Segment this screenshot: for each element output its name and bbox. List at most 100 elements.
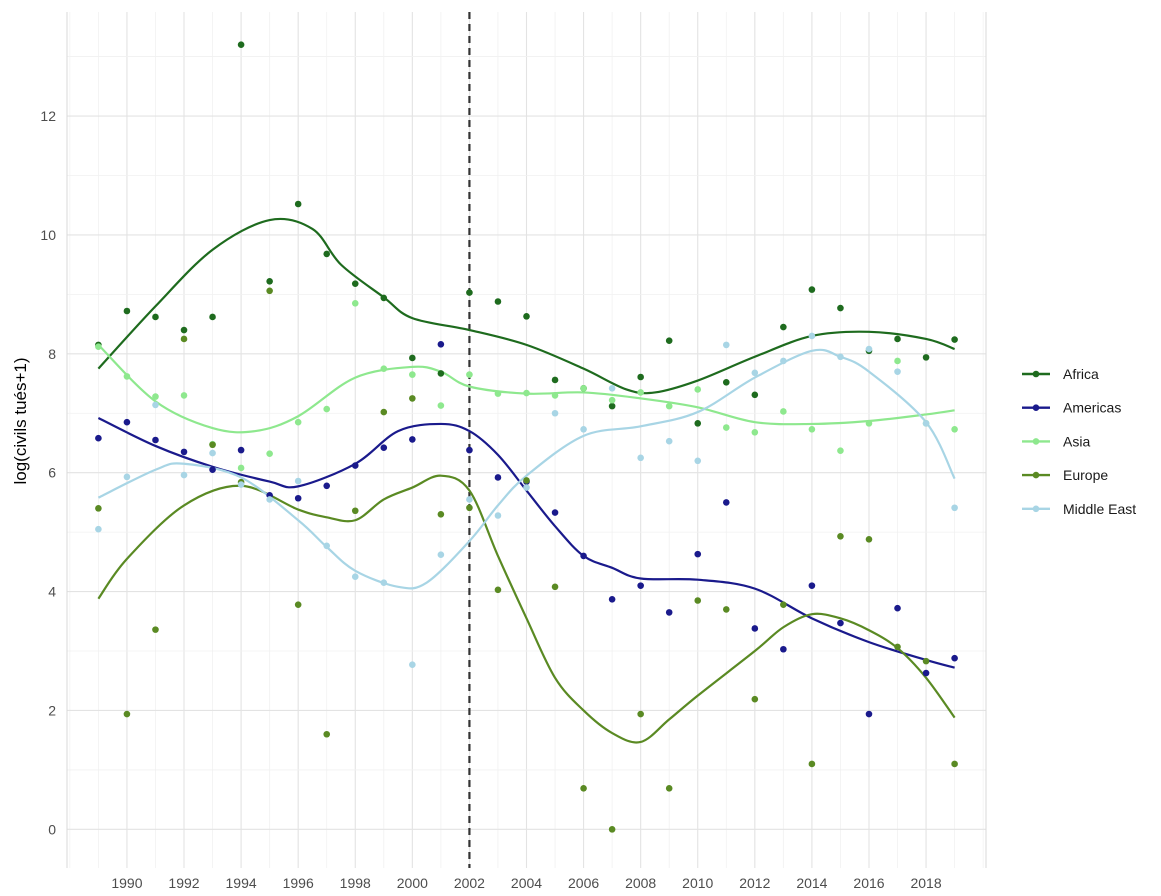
point-asia <box>152 393 159 400</box>
point-americas <box>351 462 359 469</box>
point-americas <box>323 482 331 490</box>
point-europe <box>780 601 787 608</box>
point-americas <box>123 418 131 426</box>
point-middle-east <box>466 496 473 503</box>
x-tick-label: 2014 <box>796 875 827 891</box>
legend-label: Asia <box>1063 433 1090 449</box>
point-asia <box>180 392 188 399</box>
point-americas <box>466 446 473 454</box>
point-americas <box>722 499 730 506</box>
point-africa <box>608 402 616 410</box>
point-americas <box>180 448 188 456</box>
x-tick-label: 1998 <box>340 875 371 891</box>
axis-ticks: 1990 1992 1994 1996 1998 2000 2002 2004 2006 2008… <box>40 108 941 891</box>
point-middle-east <box>123 473 131 481</box>
point-europe <box>694 597 702 604</box>
x-tick-label: 1992 <box>168 875 199 891</box>
y-tick-label: 2 <box>48 702 56 718</box>
point-middle-east <box>95 525 102 533</box>
point-africa <box>951 336 958 343</box>
point-africa <box>665 337 673 345</box>
point-europe <box>152 626 159 633</box>
point-europe <box>922 657 930 665</box>
point-middle-east <box>722 341 730 349</box>
point-africa <box>152 313 159 321</box>
point-middle-east <box>294 477 302 485</box>
x-tick-label: 2006 <box>568 875 599 891</box>
point-middle-east <box>608 384 616 392</box>
point-africa <box>380 294 388 302</box>
data-points <box>95 41 958 833</box>
y-tick-label: 8 <box>48 346 56 362</box>
point-americas <box>951 654 958 662</box>
point-europe <box>380 408 388 416</box>
point-africa <box>351 280 359 287</box>
x-tick-label: 2008 <box>625 875 656 891</box>
point-africa <box>780 323 787 331</box>
point-americas <box>665 609 673 616</box>
x-tick-label: 2004 <box>511 875 542 891</box>
point-middle-east <box>323 542 331 550</box>
point-africa <box>437 370 445 377</box>
point-americas <box>409 436 416 443</box>
point-americas <box>865 710 873 718</box>
point-middle-east <box>694 457 702 465</box>
point-europe <box>180 335 188 343</box>
point-africa <box>266 277 273 285</box>
point-africa <box>551 376 559 384</box>
x-tick-label: 2016 <box>853 875 884 891</box>
point-americas <box>894 604 901 612</box>
point-middle-east <box>523 484 530 491</box>
y-tick-label: 12 <box>40 108 56 124</box>
point-europe <box>437 511 445 518</box>
point-africa <box>237 41 245 48</box>
point-middle-east <box>494 512 502 519</box>
point-middle-east <box>751 369 759 377</box>
point-asia <box>722 424 730 431</box>
point-africa <box>180 326 188 334</box>
point-middle-east <box>780 357 787 365</box>
x-tick-label: 2012 <box>739 875 770 891</box>
point-middle-east <box>266 496 273 503</box>
point-middle-east <box>180 471 188 479</box>
legend-key-point <box>1032 404 1040 412</box>
point-middle-east <box>951 504 958 512</box>
point-americas <box>95 434 102 442</box>
point-africa <box>323 250 331 258</box>
point-asia <box>123 373 131 380</box>
x-tick-label: 2002 <box>454 875 485 891</box>
legend: Africa Americas Asia Europe Middle East <box>1022 366 1136 517</box>
point-asia <box>523 389 530 397</box>
point-americas <box>580 552 587 560</box>
x-tick-label: 1994 <box>226 875 257 891</box>
smooth-line-middle-east <box>97 348 956 590</box>
point-africa <box>922 354 930 361</box>
point-americas <box>494 474 502 481</box>
y-tick-label: 6 <box>48 465 56 481</box>
point-americas <box>237 446 245 454</box>
legend-item-middle-east: Middle East <box>1022 501 1136 517</box>
point-europe <box>351 507 359 515</box>
legend-label: Europe <box>1063 467 1108 483</box>
point-asia <box>951 426 958 433</box>
point-asia <box>865 420 873 427</box>
x-tick-label: 1996 <box>283 875 314 891</box>
point-asia <box>551 392 559 399</box>
point-africa <box>523 313 530 320</box>
point-africa <box>294 200 302 208</box>
point-europe <box>865 535 873 543</box>
point-europe <box>951 760 958 768</box>
point-africa <box>694 420 702 427</box>
point-middle-east <box>437 551 445 559</box>
x-tick-label: 2000 <box>397 875 428 891</box>
y-axis-title: log(civils tués+1) <box>11 357 30 484</box>
point-europe <box>323 730 331 738</box>
x-tick-label: 1990 <box>111 875 142 891</box>
point-europe <box>523 477 530 484</box>
legend-key-point <box>1032 505 1040 513</box>
point-americas <box>837 619 844 627</box>
point-europe <box>751 695 759 703</box>
point-europe <box>123 710 131 718</box>
point-asia <box>237 464 245 472</box>
